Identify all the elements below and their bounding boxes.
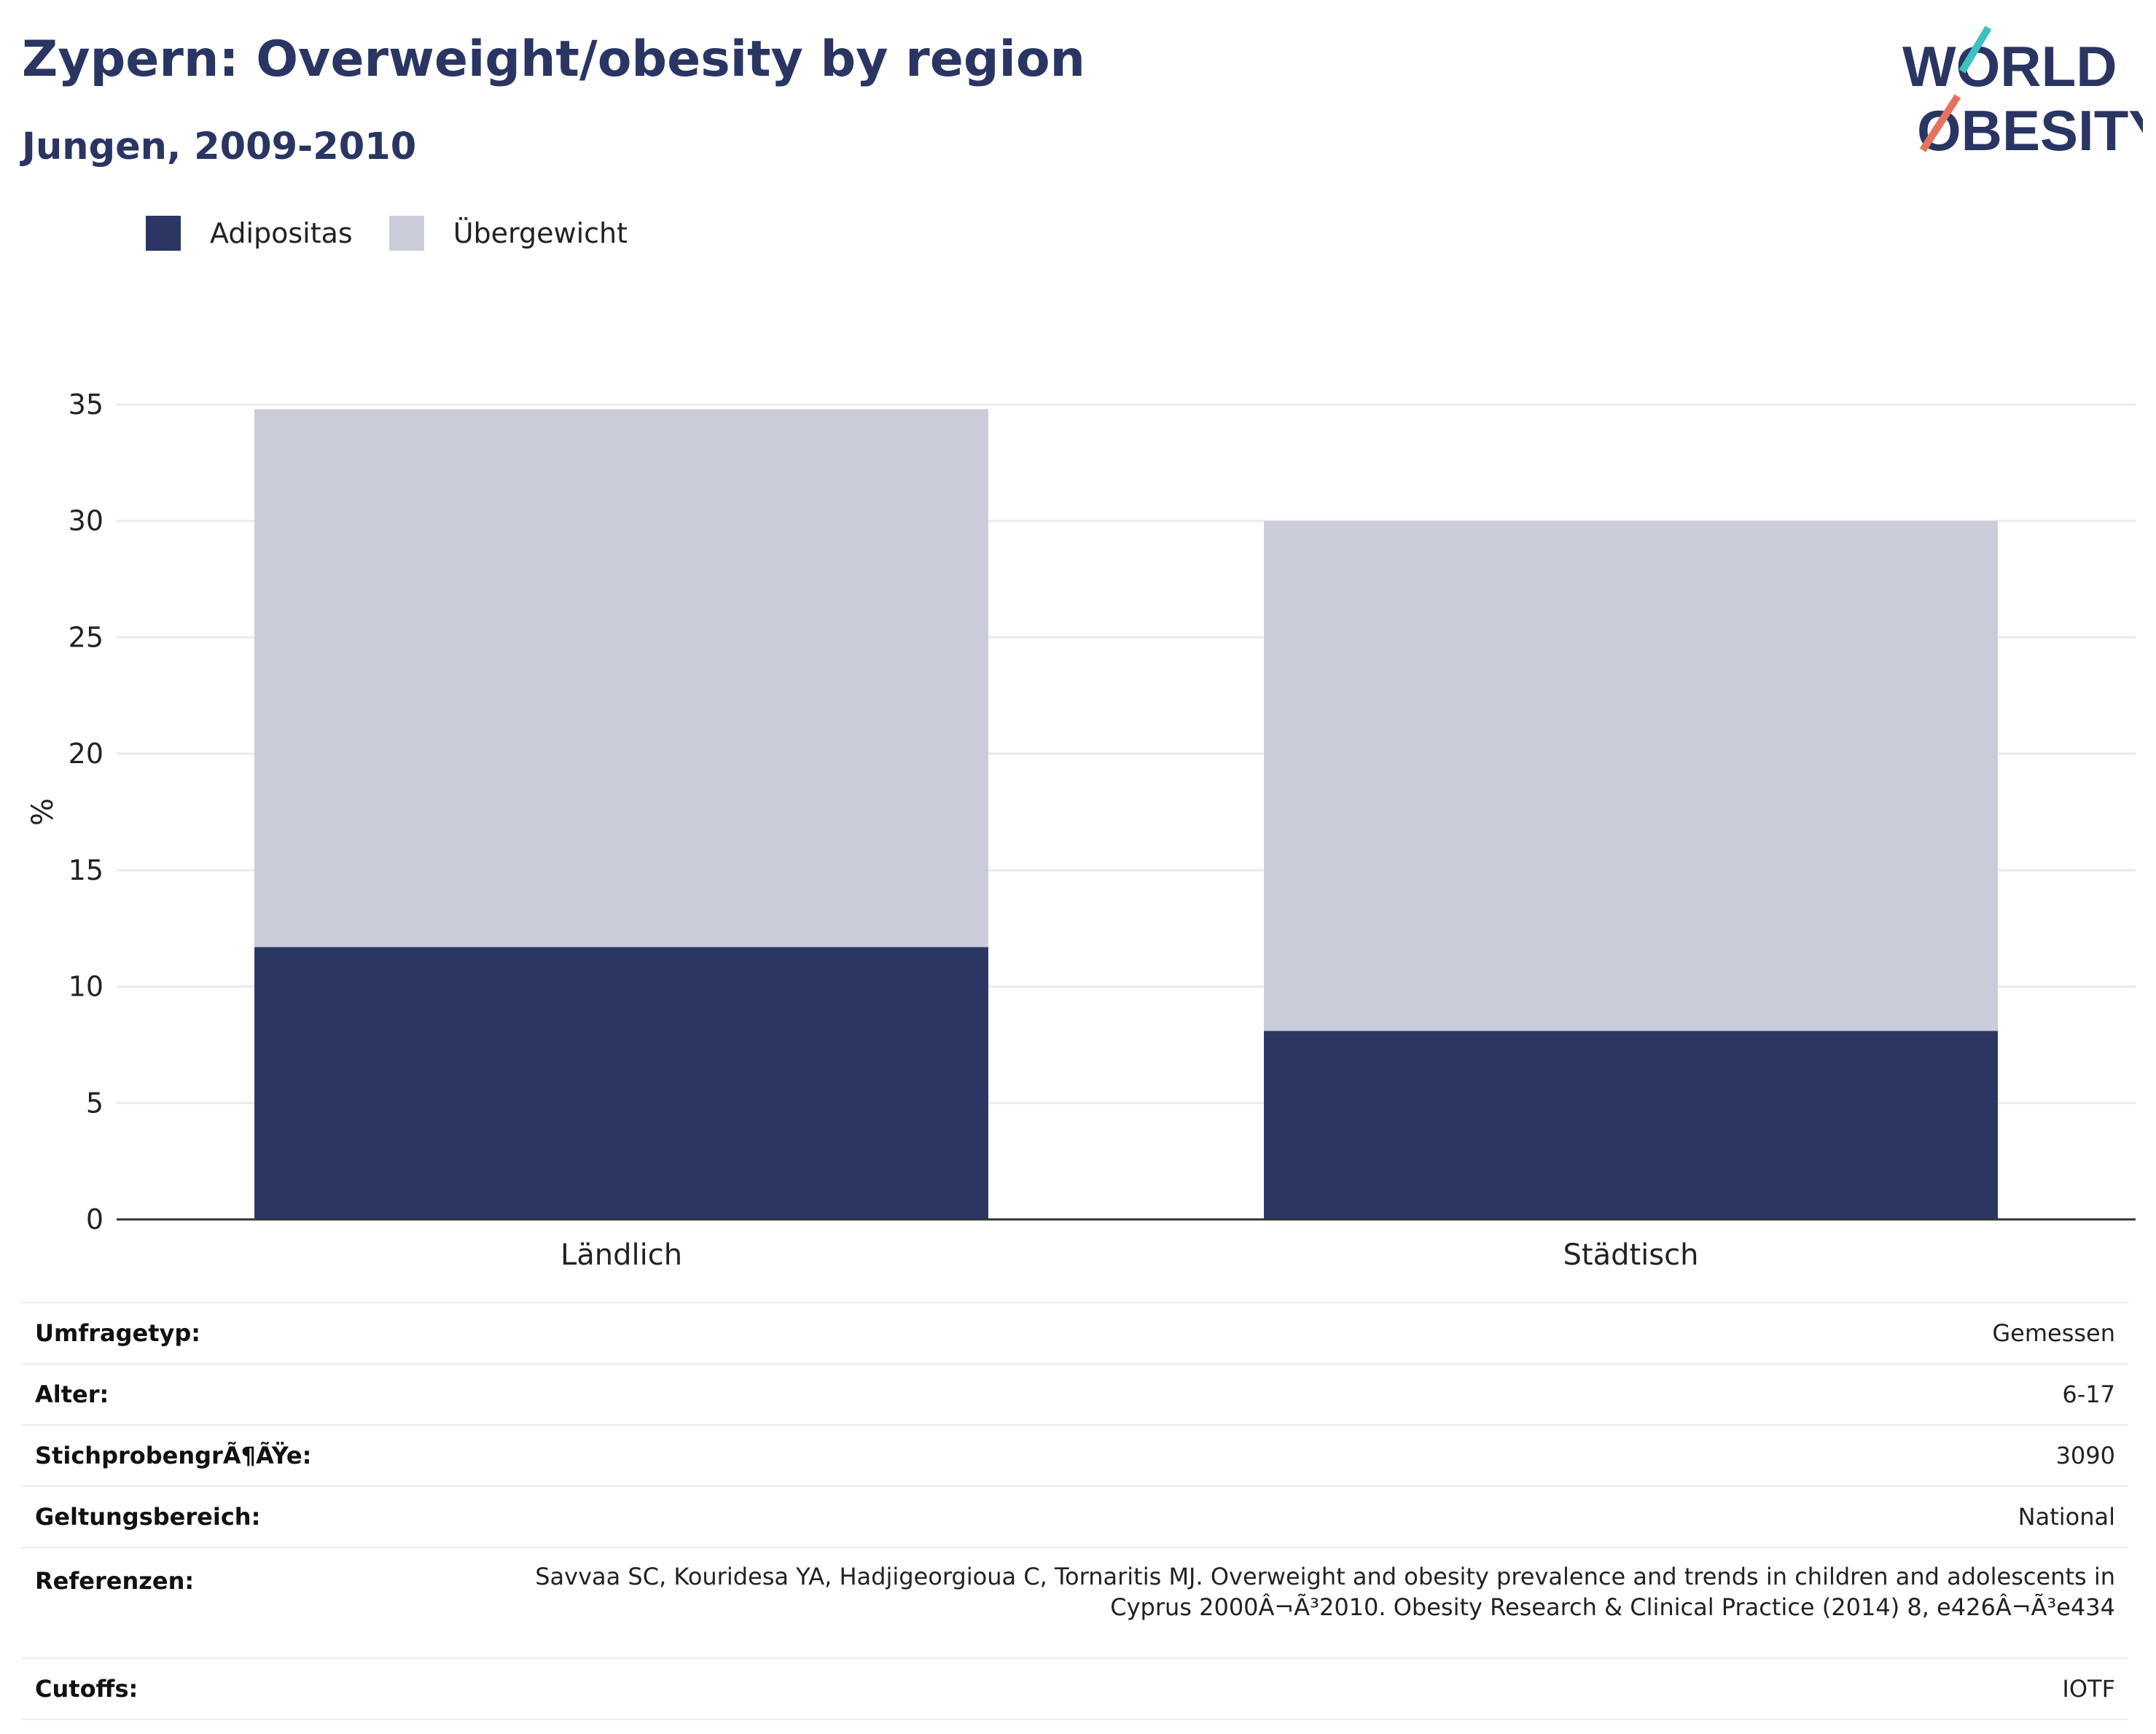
y-axis-label: % — [26, 798, 60, 826]
x-tick-label: Ländlich — [561, 1238, 682, 1268]
logo-coral-stroke — [1919, 94, 1961, 152]
metadata-table: Umfragetyp: Gemessen Alter: 6-17 Stichpr… — [22, 1302, 2128, 1720]
meta-value: 3090 — [356, 1424, 2128, 1487]
legend-label-adipositas: Adipositas — [210, 217, 353, 249]
logo-line2: OBESITY — [1917, 98, 2143, 159]
meta-value: Savvaa SC, Kouridesa YA, Hadjigeorgioua … — [356, 1547, 2128, 1659]
reference-line-1: Savvaa SC, Kouridesa YA, Hadjigeorgioua … — [535, 1563, 2115, 1590]
chart-legend: Adipositas Übergewicht — [146, 216, 664, 251]
meta-row-scope: Geltungsbereich: National — [22, 1485, 2128, 1548]
y-tick-label: 10 — [69, 971, 103, 1003]
meta-row-references: Referenzen: Savvaa SC, Kouridesa YA, Had… — [22, 1547, 2128, 1659]
reference-line-2: Cyprus 2000Â¬Ã³2010. Obesity Research & … — [1110, 1593, 2115, 1621]
meta-row-sample-size: StichprobengrÃ¶ÃŸe: 3090 — [22, 1424, 2128, 1487]
legend-item-adipositas[interactable]: Adipositas — [146, 216, 353, 251]
meta-key: Referenzen: — [22, 1547, 356, 1659]
y-tick-label: 0 — [86, 1203, 103, 1235]
meta-key: Alter: — [22, 1363, 356, 1426]
legend-label-uebergewicht: Übergewicht — [453, 217, 628, 249]
bar-adipositas — [254, 947, 988, 1219]
y-tick-label: 15 — [69, 854, 103, 886]
world-obesity-logo: WORLD OBESITY — [1902, 26, 2143, 159]
y-tick-label: 35 — [69, 388, 103, 421]
logo-line1: WORLD — [1902, 34, 2117, 98]
y-tick-label: 25 — [69, 621, 103, 653]
meta-value: 6-17 — [356, 1363, 2128, 1426]
bar-uebergewicht — [254, 409, 988, 948]
logo-teal-stroke — [1958, 26, 1992, 74]
meta-key: StichprobengrÃ¶ÃŸe: — [22, 1424, 356, 1487]
chart-subtitle: Jungen, 2009-2010 — [22, 125, 417, 168]
y-tick-label: 20 — [69, 738, 103, 770]
meta-row-age: Alter: 6-17 — [22, 1363, 2128, 1426]
legend-item-uebergewicht[interactable]: Übergewicht — [388, 216, 628, 251]
meta-key: Geltungsbereich: — [22, 1485, 356, 1548]
meta-value: National — [356, 1485, 2128, 1548]
x-tick-label: Städtisch — [1563, 1238, 1699, 1268]
meta-value: IOTF — [356, 1657, 2128, 1720]
bar-uebergewicht — [1264, 520, 1998, 1031]
bar-adipositas — [1264, 1031, 1998, 1219]
legend-swatch-uebergewicht — [388, 216, 424, 251]
meta-value: Gemessen — [356, 1302, 2128, 1364]
meta-key: Cutoffs: — [22, 1657, 356, 1720]
bar-chart: 0 5 10 15 20 25 30 35% Ländlich Städtisch — [26, 388, 2136, 1268]
meta-key: Umfragetyp: — [22, 1302, 356, 1364]
y-tick-label: 5 — [86, 1087, 103, 1119]
chart-title: Zypern: Overweight/obesity by region — [22, 31, 1085, 88]
meta-row-survey-type: Umfragetyp: Gemessen — [22, 1302, 2128, 1364]
meta-row-cutoffs: Cutoffs: IOTF — [22, 1657, 2128, 1720]
legend-swatch-adipositas — [146, 216, 181, 251]
y-tick-label: 30 — [69, 505, 103, 537]
